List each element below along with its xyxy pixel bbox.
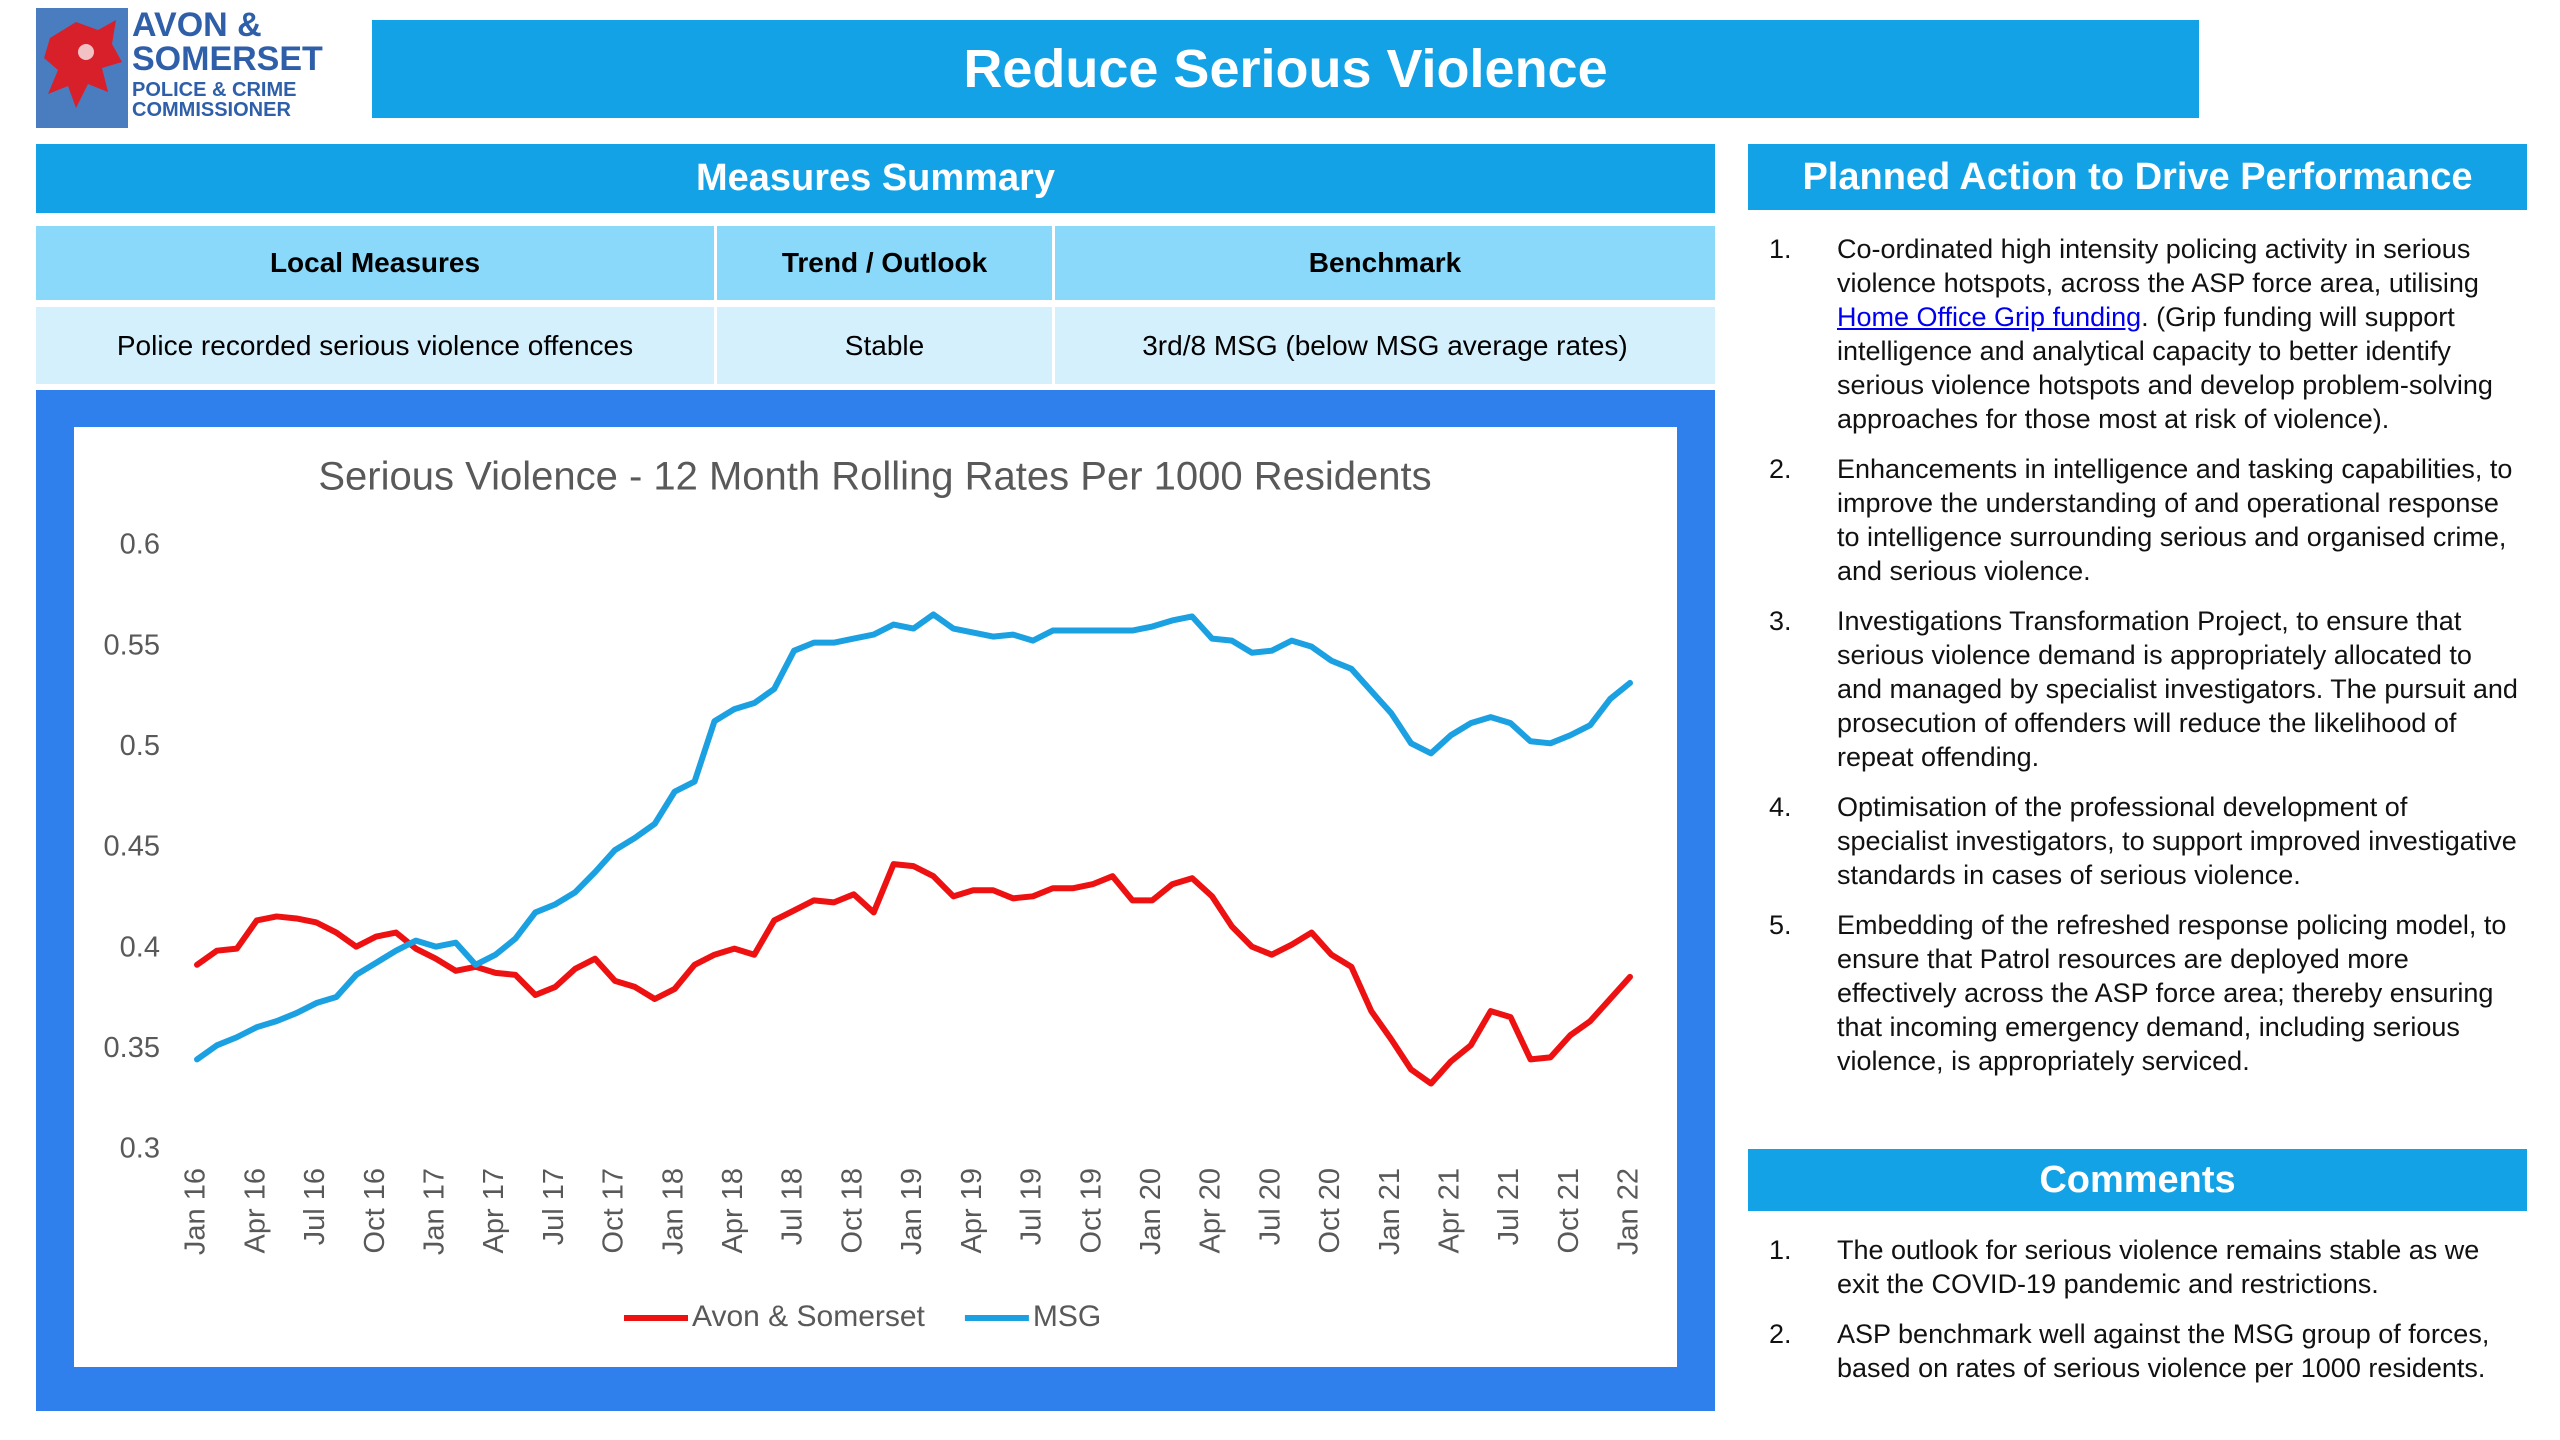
table-header: Benchmark — [1055, 226, 1715, 300]
item-number: 1. — [1769, 234, 1792, 264]
x-tick-label: Oct 20 — [1314, 1168, 1346, 1253]
item-text: Co-ordinated high intensity policing act… — [1837, 234, 2479, 298]
link[interactable]: Home Office Grip funding — [1837, 302, 2142, 332]
table-cell: Stable — [717, 307, 1052, 384]
x-tick-label: Oct 21 — [1553, 1168, 1585, 1253]
legend-label: Avon & Somerset — [692, 1300, 926, 1333]
item-text: Optimisation of the professional develop… — [1837, 792, 2517, 890]
y-tick-label: 0.5 — [120, 730, 160, 762]
section-header: Planned Action to Drive Performance — [1748, 144, 2527, 210]
item-number: 4. — [1769, 792, 1792, 822]
x-tick-label: Oct 17 — [598, 1168, 630, 1253]
x-tick-label: Oct 16 — [359, 1168, 391, 1253]
logo-line: COMMISSIONER — [132, 99, 291, 121]
list-item: 2. Enhancements in intelligence and taski… — [1749, 452, 2519, 588]
table-header: Trend / Outlook — [717, 226, 1052, 300]
x-tick-label: Jul 17 — [538, 1168, 570, 1245]
x-tick-label: Jul 19 — [1016, 1168, 1048, 1245]
legend-label: MSG — [1033, 1300, 1101, 1333]
x-tick-label: Apr 17 — [478, 1168, 510, 1253]
x-tick-label: Jan 22 — [1613, 1168, 1645, 1255]
logo-emblem — [36, 8, 128, 128]
item-text: Investigations Transformation Project, t… — [1837, 606, 2518, 772]
x-tick-label: Jan 16 — [180, 1168, 212, 1255]
x-tick-label: Apr 16 — [239, 1168, 271, 1253]
item-text: The outlook for serious violence remains… — [1837, 1235, 2480, 1299]
section-title: Comments — [2039, 1158, 2236, 1201]
x-tick-label: Jul 21 — [1493, 1168, 1525, 1245]
y-tick-label: 0.45 — [104, 831, 160, 863]
logo-line: AVON & — [132, 6, 262, 44]
item-number: 2. — [1769, 454, 1792, 484]
x-tick-label: Apr 19 — [956, 1168, 988, 1253]
x-tick-label: Jan 21 — [1374, 1168, 1406, 1255]
logo-line: SOMERSET — [132, 40, 323, 78]
item-number: 3. — [1769, 606, 1792, 636]
item-number: 2. — [1769, 1319, 1792, 1349]
y-tick-label: 0.6 — [120, 529, 160, 561]
item-text: . (Grip funding will support intelligenc… — [1837, 302, 2493, 434]
x-tick-label: Jan 18 — [657, 1168, 689, 1255]
x-tick-label: Oct 19 — [1075, 1168, 1107, 1253]
x-tick-label: Jul 20 — [1254, 1168, 1286, 1245]
section-title: Planned Action to Drive Performance — [1802, 155, 2473, 198]
list-item: 2. ASP benchmark well against the MSG gro… — [1749, 1317, 2519, 1385]
chart-background — [74, 427, 1677, 1367]
logo-line: POLICE & CRIME — [132, 79, 297, 101]
page-title: Reduce Serious Violence — [963, 39, 1608, 99]
list-item: 4. Optimisation of the professional devel… — [1749, 790, 2519, 892]
x-tick-label: Oct 18 — [836, 1168, 868, 1253]
y-tick-label: 0.55 — [104, 629, 160, 661]
x-tick-label: Apr 18 — [717, 1168, 749, 1253]
table-header: Local Measures — [36, 226, 714, 300]
item-number: 1. — [1769, 1235, 1792, 1265]
chart-title: Serious Violence - 12 Month Rolling Rate… — [318, 455, 1431, 499]
section-title: Measures Summary — [695, 157, 1056, 199]
section-header: Measures Summary — [36, 144, 1715, 213]
y-tick-label: 0.3 — [120, 1133, 160, 1165]
list-item: 3. Investigations Transformation Project,… — [1749, 604, 2519, 774]
item-text: Embedding of the refreshed response poli… — [1837, 910, 2507, 1076]
table-cell: 3rd/8 MSG (below MSG average rates) — [1055, 307, 1715, 384]
series-line — [194, 861, 1633, 1087]
item-number: 5. — [1769, 910, 1792, 940]
comment-list: 1. The outlook for serious violence remai… — [1749, 1233, 2519, 1401]
x-tick-label: Apr 20 — [1195, 1168, 1227, 1253]
y-tick-label: 0.35 — [104, 1032, 160, 1064]
chart: Serious Violence - 12 Month Rolling Rate… — [74, 427, 1677, 1367]
item-text: ASP benchmark well against the MSG group… — [1837, 1319, 2490, 1383]
logo-text: AVON & SOMERSET POLICE & CRIME COMMISSIO… — [132, 8, 323, 120]
list-item: 1. Co-ordinated high intensity policing a… — [1749, 232, 2519, 436]
x-tick-label: Apr 21 — [1434, 1168, 1466, 1253]
x-tick-label: Jul 18 — [777, 1168, 809, 1245]
y-tick-label: 0.4 — [120, 931, 160, 963]
table-cell: Police recorded serious violence offence… — [36, 307, 714, 384]
list-item: 1. The outlook for serious violence remai… — [1749, 1233, 2519, 1301]
item-text: Enhancements in intelligence and tasking… — [1837, 454, 2513, 586]
x-tick-label: Jan 20 — [1135, 1168, 1167, 1255]
section-header: Comments — [1748, 1149, 2527, 1211]
series-line — [194, 611, 1633, 1063]
x-tick-label: Jan 17 — [418, 1168, 450, 1255]
x-tick-label: Jan 19 — [896, 1168, 928, 1255]
action-list: 1. Co-ordinated high intensity policing a… — [1749, 232, 2519, 1094]
title-bar: Reduce Serious Violence — [372, 20, 2199, 118]
list-item: 5. Embedding of the refreshed response po… — [1749, 908, 2519, 1078]
x-tick-label: Jul 16 — [299, 1168, 331, 1245]
logo: AVON & SOMERSET POLICE & CRIME COMMISSIO… — [36, 8, 323, 128]
